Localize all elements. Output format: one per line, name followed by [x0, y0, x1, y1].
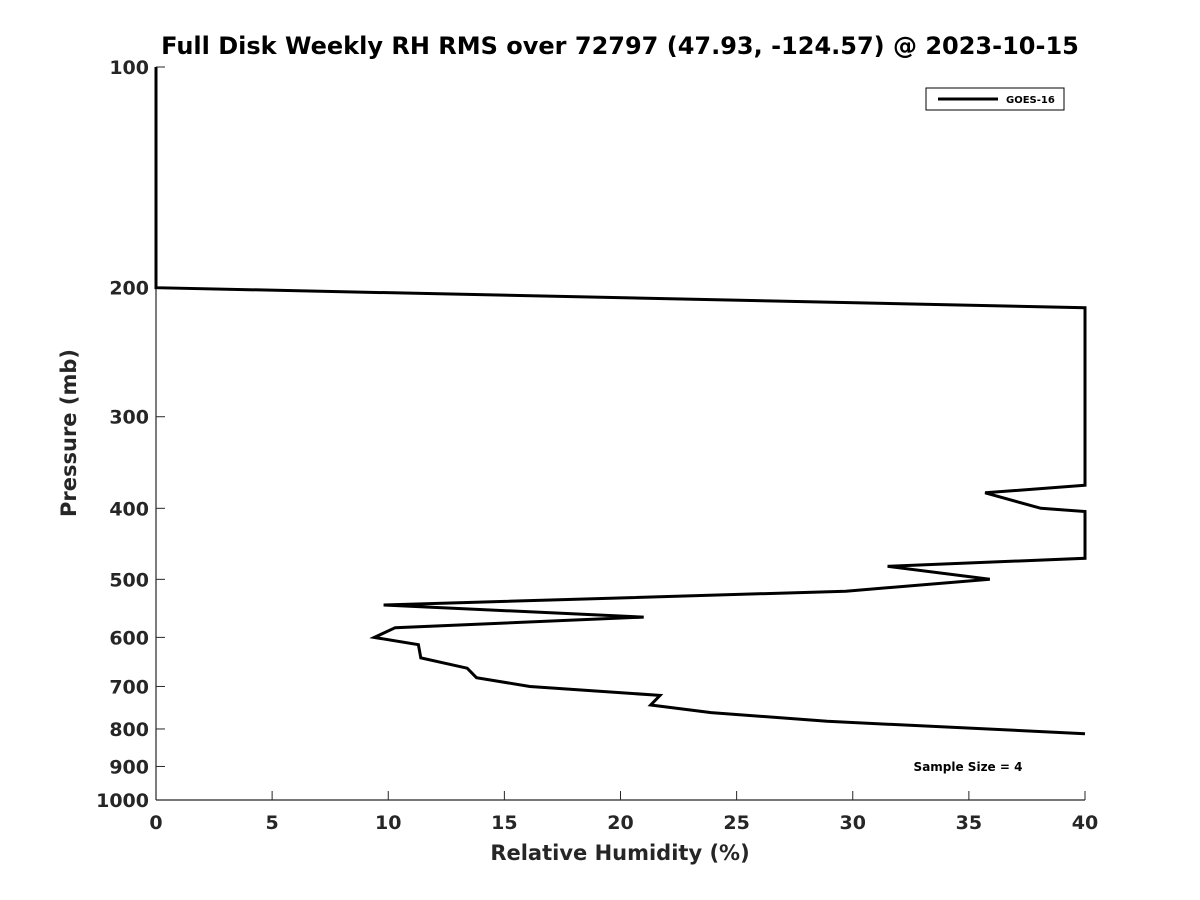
legend-entry-goes-16: GOES-16	[1006, 95, 1055, 106]
x-tick-label: 10	[375, 812, 401, 834]
legend: GOES-16	[925, 87, 1065, 111]
x-tick-label: 35	[956, 812, 982, 834]
x-axis-label: Relative Humidity (%)	[490, 841, 749, 865]
x-tick-label: 5	[266, 812, 279, 834]
y-tick-label: 900	[109, 756, 149, 778]
y-tick-label: 600	[109, 627, 149, 649]
plot-axes: 0 5 10 15 20 25 30 35 40 100 200 300 400 500 600 700 800…	[96, 57, 1098, 834]
y-tick-label: 700	[109, 676, 149, 698]
x-tick-label: 20	[607, 812, 633, 834]
x-tick-label: 15	[491, 812, 517, 834]
y-tick-label: 100	[109, 57, 149, 79]
x-tick-label: 30	[840, 812, 866, 834]
chart-title: Full Disk Weekly RH RMS over 72797 (47.9…	[161, 32, 1079, 60]
series-layer	[154, 67, 1087, 736]
y-tick-label: 1000	[96, 790, 149, 812]
x-tick-label: 40	[1072, 812, 1098, 834]
y-tick-label: 500	[109, 569, 149, 591]
y-tick-label: 400	[109, 498, 149, 520]
y-tick-label: 200	[109, 278, 149, 300]
x-tick-label: 0	[149, 812, 162, 834]
series-line-goes-16	[154, 67, 1087, 736]
x-tick-label: 25	[723, 812, 749, 834]
sample-size-annotation: Sample Size = 4	[914, 760, 1023, 774]
y-tick-label: 800	[109, 719, 149, 741]
y-tick-label: 300	[109, 407, 149, 429]
y-axis-label: Pressure (mb)	[57, 349, 81, 517]
